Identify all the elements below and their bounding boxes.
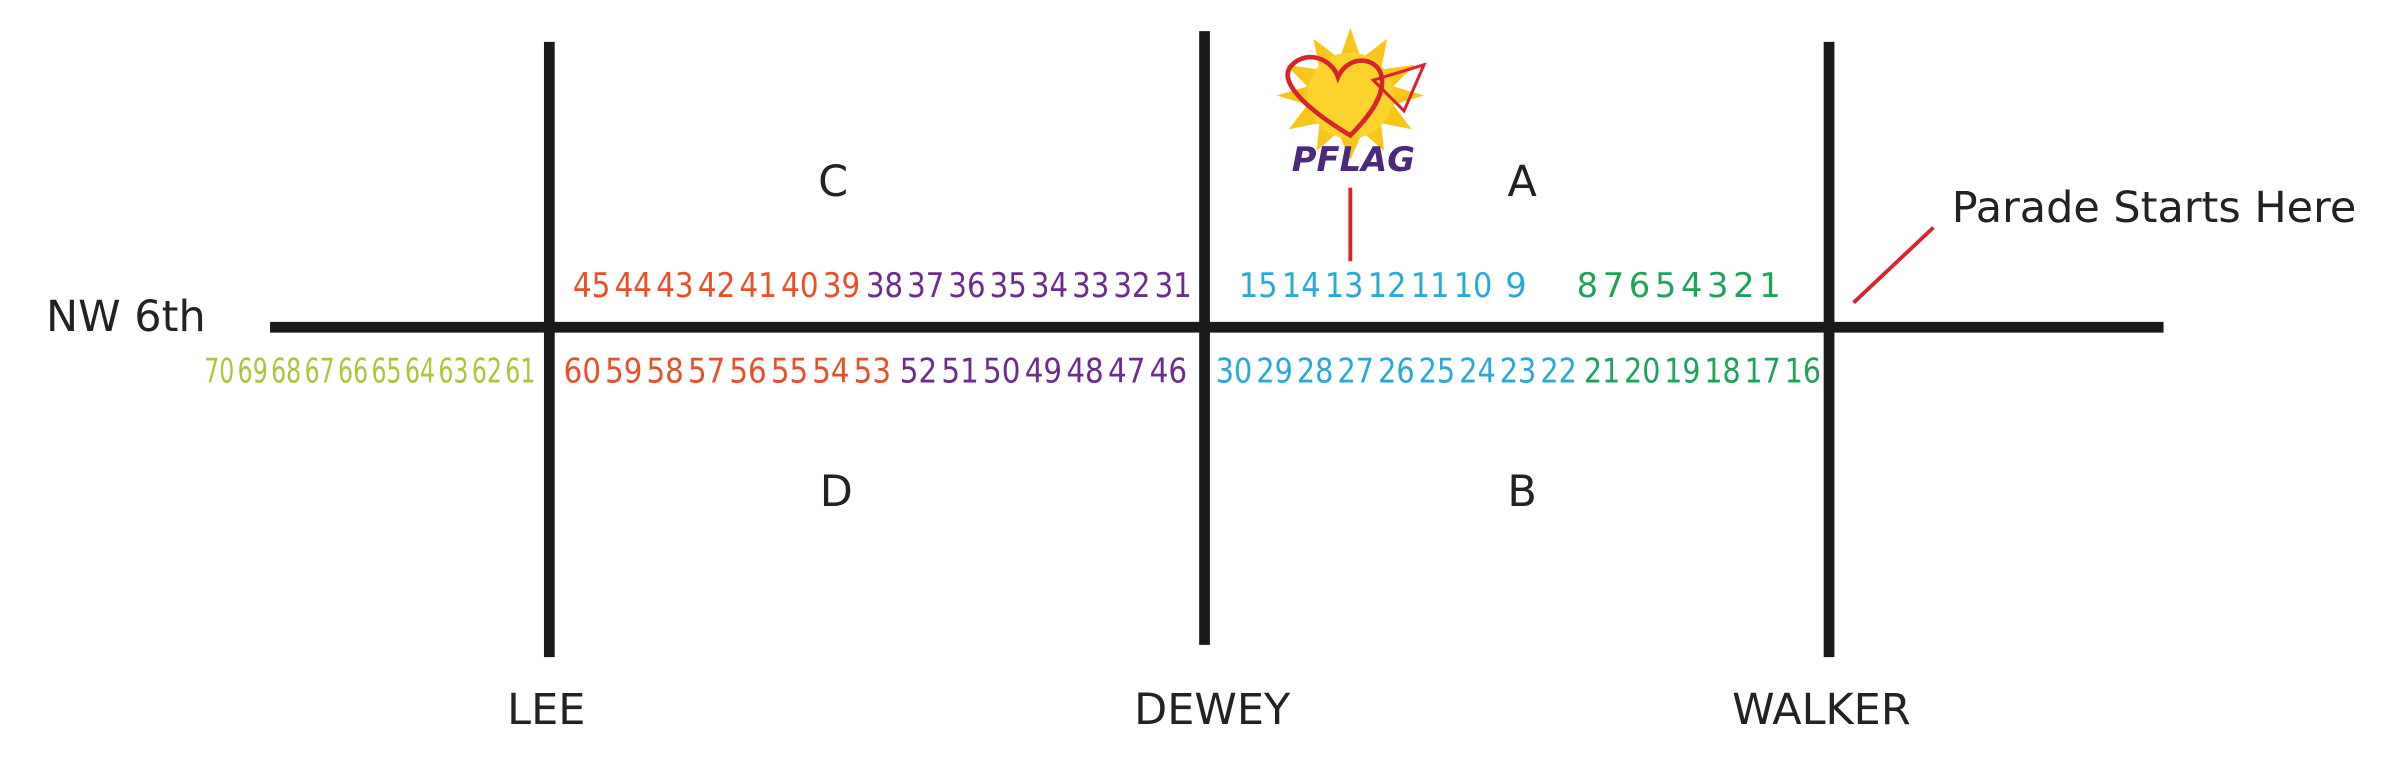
slot-number: 7 (1603, 266, 1624, 305)
flag (1370, 62, 1427, 114)
slot-number: 36 (948, 266, 985, 305)
slot-number: 47 (1108, 352, 1145, 391)
slot-number: 38 (866, 266, 903, 305)
heart (1285, 54, 1385, 139)
slot-number: 51 (941, 352, 978, 391)
slot-number: 10 (1454, 266, 1493, 305)
slot-number: 41 (740, 266, 777, 305)
slot-number: 26 (1378, 352, 1415, 391)
slot-number: 40 (781, 266, 818, 305)
slot-number: 60 (564, 352, 601, 391)
slot-number: 62 (472, 352, 502, 391)
slot-number: 5 (1655, 266, 1676, 305)
slot-number: 61 (505, 352, 535, 391)
slot-number: 14 (1282, 266, 1321, 305)
slot-number: 27 (1338, 352, 1375, 391)
sun-core (1307, 52, 1394, 139)
slot-number: 65 (371, 352, 401, 391)
slot-number: 37 (907, 266, 944, 305)
slot-number: 34 (1031, 266, 1068, 305)
slot-number: 20 (1624, 352, 1660, 391)
start-pointer (1852, 226, 1935, 305)
slot-number: 56 (729, 352, 766, 391)
slot-number: 52 (900, 352, 937, 391)
slot-number: 18 (1704, 352, 1740, 391)
slot-number: 45 (573, 266, 610, 305)
slot-number: 31 (1155, 266, 1192, 305)
slot-number: 32 (1113, 266, 1150, 305)
slot-number: 53 (854, 352, 891, 391)
slot-number: 57 (688, 352, 725, 391)
slot-number: 55 (771, 352, 808, 391)
slot-number: 29 (1256, 352, 1293, 391)
slot-number: 33 (1072, 266, 1109, 305)
slot-number: 22 (1540, 352, 1577, 391)
slot-number: 17 (1745, 352, 1781, 391)
slot-number: 1 (1759, 266, 1780, 305)
slot-number: 68 (271, 352, 301, 391)
slot-number: 13 (1325, 266, 1364, 305)
slot-number: 28 (1297, 352, 1334, 391)
slot-number: 70 (204, 352, 234, 391)
slot-number: 59 (605, 352, 642, 391)
slot-number: 35 (990, 266, 1027, 305)
slot-number: 3 (1707, 266, 1728, 305)
slot-number: 43 (656, 266, 693, 305)
slot-number: 11 (1411, 266, 1450, 305)
slot-number: 46 (1150, 352, 1187, 391)
slot-number: 2 (1733, 266, 1754, 305)
slot-number: 39 (823, 266, 860, 305)
slot-number: 50 (983, 352, 1020, 391)
slot-number: 16 (1785, 352, 1821, 391)
section-label: B (1507, 467, 1536, 517)
slot-number: 67 (305, 352, 335, 391)
slot-number: 49 (1025, 352, 1062, 391)
street-label: LEE (507, 685, 585, 735)
slot-number: 69 (238, 352, 268, 391)
slot-number: 64 (405, 352, 435, 391)
slot-number: 30 (1216, 352, 1253, 391)
slot-number: 23 (1500, 352, 1537, 391)
logo-text: PFLAG (1292, 140, 1415, 179)
slot-number: 44 (615, 266, 652, 305)
slot-number: 12 (1368, 266, 1407, 305)
slot-number: 9 (1505, 266, 1526, 305)
street-label: NW 6th (46, 292, 206, 342)
section-label: A (1507, 157, 1537, 207)
slot-number: 58 (647, 352, 684, 391)
street-label: WALKER (1732, 685, 1911, 735)
slot-number: 4 (1681, 266, 1702, 305)
slot-number: 19 (1664, 352, 1700, 391)
slot-number: 15 (1239, 266, 1278, 305)
section-label: C (818, 157, 848, 207)
slot-number: 24 (1459, 352, 1496, 391)
start-label: Parade Starts Here (1952, 183, 2356, 233)
pflag-logo: PFLAG (1276, 28, 1427, 179)
section-label: D (820, 467, 853, 517)
slot-number: 66 (338, 352, 368, 391)
slot-number: 48 (1066, 352, 1103, 391)
slot-number: 21 (1584, 352, 1620, 391)
slot-number: 6 (1629, 266, 1650, 305)
slot-number: 25 (1419, 352, 1456, 391)
slot-number: 63 (438, 352, 468, 391)
slot-number: 54 (812, 352, 849, 391)
slot-number: 42 (698, 266, 735, 305)
street-label: DEWEY (1134, 685, 1291, 735)
slot-number: 8 (1577, 266, 1598, 305)
